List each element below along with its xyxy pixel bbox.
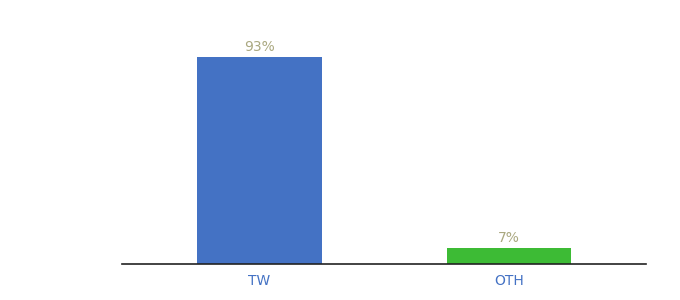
Bar [197, 57, 322, 264]
Bar [447, 248, 571, 264]
Text: 93%: 93% [244, 40, 275, 54]
Text: 7%: 7% [498, 231, 520, 245]
